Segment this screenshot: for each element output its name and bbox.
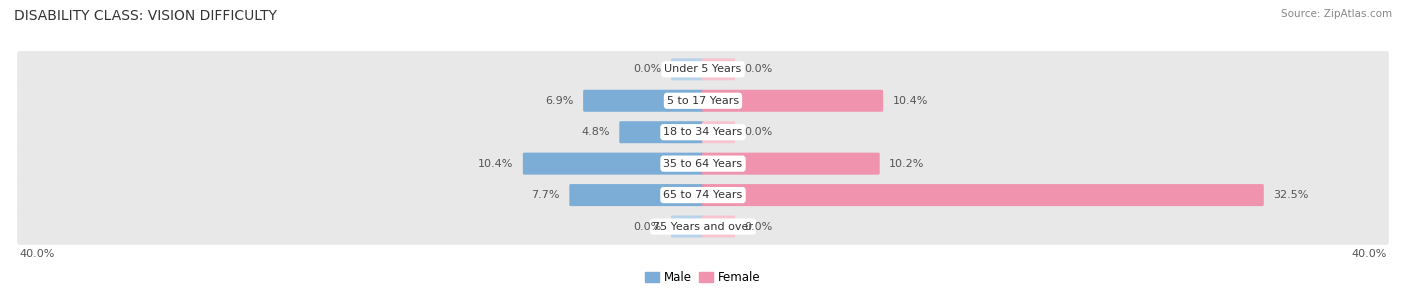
Text: 32.5%: 32.5%	[1272, 190, 1309, 200]
Text: 0.0%: 0.0%	[634, 221, 662, 231]
FancyBboxPatch shape	[619, 121, 704, 143]
Text: 7.7%: 7.7%	[531, 190, 560, 200]
Text: 10.4%: 10.4%	[478, 159, 513, 169]
Text: DISABILITY CLASS: VISION DIFFICULTY: DISABILITY CLASS: VISION DIFFICULTY	[14, 9, 277, 23]
FancyBboxPatch shape	[702, 90, 883, 112]
FancyBboxPatch shape	[671, 216, 704, 238]
Text: 4.8%: 4.8%	[582, 127, 610, 137]
Text: 10.2%: 10.2%	[889, 159, 924, 169]
FancyBboxPatch shape	[17, 177, 1389, 213]
Text: 18 to 34 Years: 18 to 34 Years	[664, 127, 742, 137]
FancyBboxPatch shape	[17, 51, 1389, 88]
Text: 5 to 17 Years: 5 to 17 Years	[666, 96, 740, 106]
FancyBboxPatch shape	[17, 145, 1389, 182]
FancyBboxPatch shape	[702, 216, 735, 238]
Text: 0.0%: 0.0%	[744, 221, 772, 231]
Text: 0.0%: 0.0%	[744, 127, 772, 137]
FancyBboxPatch shape	[702, 184, 1264, 206]
FancyBboxPatch shape	[17, 114, 1389, 150]
FancyBboxPatch shape	[671, 58, 704, 80]
FancyBboxPatch shape	[702, 152, 880, 175]
FancyBboxPatch shape	[569, 184, 704, 206]
FancyBboxPatch shape	[17, 83, 1389, 119]
Text: 0.0%: 0.0%	[744, 64, 772, 74]
FancyBboxPatch shape	[583, 90, 704, 112]
FancyBboxPatch shape	[523, 152, 704, 175]
FancyBboxPatch shape	[702, 58, 735, 80]
Text: 65 to 74 Years: 65 to 74 Years	[664, 190, 742, 200]
Text: 10.4%: 10.4%	[893, 96, 928, 106]
Text: 0.0%: 0.0%	[634, 64, 662, 74]
Text: 40.0%: 40.0%	[20, 249, 55, 259]
Text: Under 5 Years: Under 5 Years	[665, 64, 741, 74]
Legend: Male, Female: Male, Female	[641, 267, 765, 289]
Text: 40.0%: 40.0%	[1351, 249, 1386, 259]
Text: 75 Years and over: 75 Years and over	[652, 221, 754, 231]
Text: 35 to 64 Years: 35 to 64 Years	[664, 159, 742, 169]
FancyBboxPatch shape	[702, 121, 735, 143]
Text: Source: ZipAtlas.com: Source: ZipAtlas.com	[1281, 9, 1392, 19]
Text: 6.9%: 6.9%	[546, 96, 574, 106]
FancyBboxPatch shape	[17, 208, 1389, 245]
